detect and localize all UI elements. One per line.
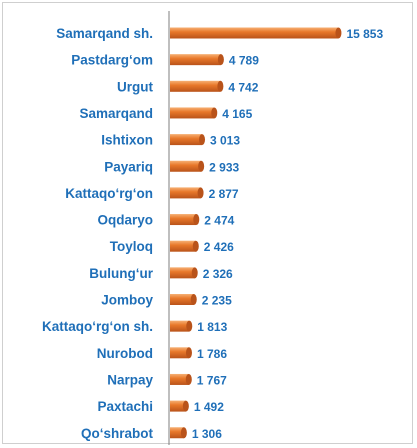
bar-cap xyxy=(192,240,199,252)
category-label: Toyloq xyxy=(110,239,153,254)
value-label: 2 426 xyxy=(204,240,234,254)
value-label: 4 165 xyxy=(222,107,252,121)
bar-cap xyxy=(186,320,193,332)
category-label: Pastdarg‘om xyxy=(71,53,153,68)
bar-cap xyxy=(190,294,197,305)
value-label: 1 767 xyxy=(197,373,227,387)
bar-cap xyxy=(217,54,224,66)
bar xyxy=(170,107,215,119)
category-label: Kattaqo‘rg‘on sh. xyxy=(42,319,153,334)
bar-cap xyxy=(199,134,206,146)
bar xyxy=(170,373,189,385)
value-label: 1 492 xyxy=(194,400,224,414)
bar-chart: Samarqand sh. 15 853 Pastdarg‘om 4 789 Urgut… xyxy=(42,11,383,445)
bar xyxy=(170,320,190,332)
bar-cap xyxy=(185,347,192,359)
value-label: 3 013 xyxy=(210,134,240,148)
value-label: 1 306 xyxy=(192,427,222,441)
bar-cap xyxy=(193,214,200,226)
value-label: 2 235 xyxy=(202,294,232,308)
value-label: 1 786 xyxy=(197,347,227,361)
category-label: Ishtixon xyxy=(101,133,153,148)
category-label: Nurobod xyxy=(97,346,153,361)
bar-cap xyxy=(180,427,187,439)
category-label: Paxtachi xyxy=(97,399,153,414)
bar xyxy=(170,80,221,92)
category-label: Payariq xyxy=(104,159,153,174)
bar xyxy=(170,240,196,252)
value-label: 15 853 xyxy=(346,27,383,41)
chart-frame: Samarqand sh. 15 853 Pastdarg‘om 4 789 Urgut… xyxy=(2,2,413,445)
category-label: Qo‘shrabot xyxy=(81,426,154,441)
bar xyxy=(170,27,339,39)
bar xyxy=(170,160,202,172)
bar-cap xyxy=(211,107,218,119)
category-label: Oqdaryo xyxy=(97,213,153,228)
category-label: Narpay xyxy=(107,372,153,387)
bar xyxy=(170,400,186,412)
value-label: 1 813 xyxy=(197,320,227,334)
value-label: 4 789 xyxy=(229,54,259,68)
bar-cap xyxy=(335,27,342,39)
bar-cap xyxy=(217,80,224,92)
bar-cap xyxy=(198,160,205,172)
bar xyxy=(170,187,201,199)
category-label: Jomboy xyxy=(101,293,153,308)
bar xyxy=(170,347,189,359)
value-label: 2 474 xyxy=(204,214,234,228)
category-label: Kattaqo‘rg‘on xyxy=(65,186,153,201)
bar xyxy=(170,267,195,279)
category-label: Samarqand sh. xyxy=(56,26,153,41)
bar xyxy=(170,134,203,146)
value-label: 2 933 xyxy=(209,160,239,174)
category-label: Urgut xyxy=(117,79,153,94)
category-label: Bulung‘ur xyxy=(89,266,153,281)
category-label: Samarqand xyxy=(79,106,153,121)
labels-layer: Samarqand sh. 15 853 Pastdarg‘om 4 789 Urgut… xyxy=(42,26,383,441)
bar xyxy=(170,214,197,226)
value-label: 4 742 xyxy=(228,80,258,94)
value-label: 2 877 xyxy=(209,187,239,201)
bar-cap xyxy=(185,373,192,385)
bar-cap xyxy=(197,187,204,199)
bar-cap xyxy=(191,267,198,279)
value-label: 2 326 xyxy=(203,267,233,281)
bar xyxy=(170,427,184,439)
bar xyxy=(170,294,194,305)
bars-layer xyxy=(170,27,342,439)
bar xyxy=(170,54,221,66)
bar-cap xyxy=(182,400,189,412)
